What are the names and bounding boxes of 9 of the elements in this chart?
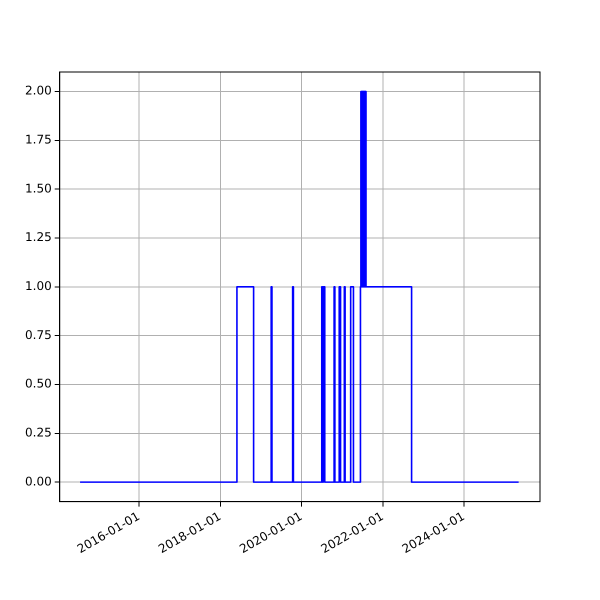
y-tick-label: 1.50 bbox=[25, 181, 52, 196]
y-tick-label: 0.25 bbox=[25, 425, 52, 440]
y-tick-label: 0.00 bbox=[25, 474, 52, 488]
y-tick-label: 0.75 bbox=[25, 328, 52, 342]
y-tick-label: 1.75 bbox=[25, 132, 52, 146]
y-tick-label: 1.00 bbox=[25, 278, 52, 293]
y-tick-label: 0.50 bbox=[25, 376, 52, 391]
y-tick-label: 1.25 bbox=[25, 230, 52, 244]
y-tick-label: 2.00 bbox=[25, 84, 52, 98]
